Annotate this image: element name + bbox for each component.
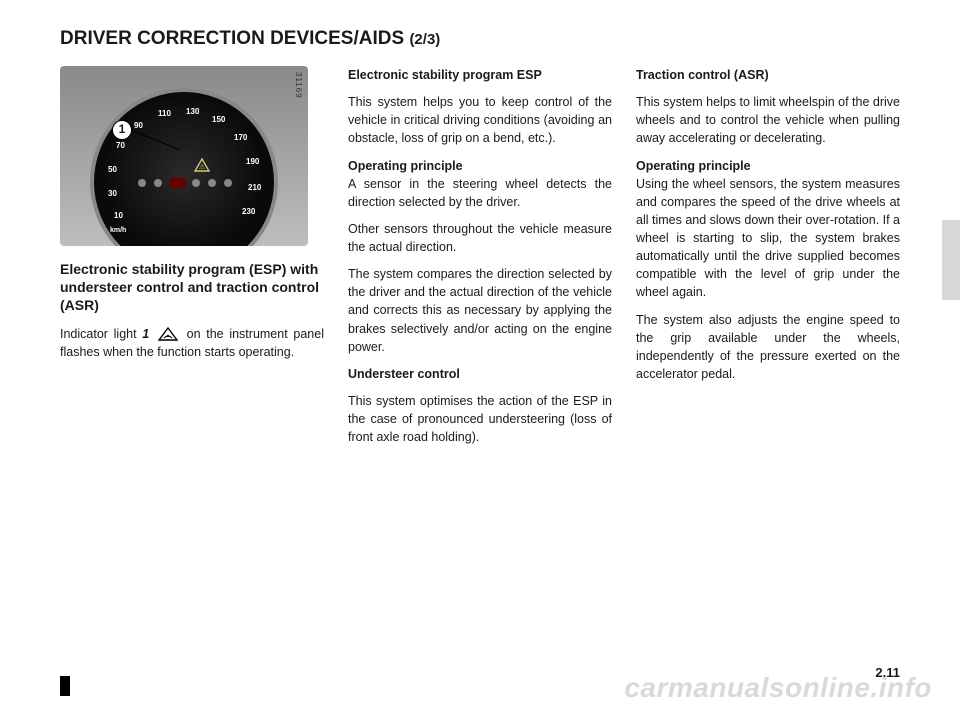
dial-num: 230 — [242, 206, 255, 218]
columns: 31169 10 30 50 70 90 110 130 150 170 190… — [60, 66, 900, 455]
col2-h1: Electronic stability program ESP — [348, 66, 612, 84]
dial-num: 10 — [114, 210, 123, 222]
indicator-row-icons — [134, 176, 244, 190]
dial-num: 90 — [134, 120, 143, 132]
dial-num: 150 — [212, 114, 225, 126]
dial-num: 50 — [108, 164, 117, 176]
col3-p2: Using the wheel sensors, the system meas… — [636, 177, 900, 300]
column-3: Traction control (ASR) This system helps… — [636, 66, 900, 455]
dial-num: 110 — [158, 108, 171, 120]
col2-p3: Other sensors throughout the vehicle mea… — [348, 220, 612, 256]
col2-h2: Operating principle — [348, 159, 463, 173]
col3-p3: The system also adjusts the engine speed… — [636, 311, 900, 384]
col3-p1: This system helps to limit wheelspin of … — [636, 93, 900, 147]
column-2: Electronic stability program ESP This sy… — [348, 66, 612, 455]
dial-num: 170 — [234, 132, 247, 144]
esp-warning-icon: ⚠ — [194, 158, 210, 172]
col3-h2-block: Operating principle Using the wheel senso… — [636, 157, 900, 302]
dial-num: 190 — [246, 156, 259, 168]
instrument-cluster-image: 31169 10 30 50 70 90 110 130 150 170 190… — [60, 66, 308, 246]
col2-p1: This system helps you to keep control of… — [348, 93, 612, 147]
dial-num: 30 — [108, 188, 117, 200]
title-main: DRIVER CORRECTION DEVICES/AIDS — [60, 28, 409, 49]
section-tab — [942, 220, 960, 300]
col1-p1: Indicator light 1 on the instrument pane… — [60, 325, 324, 361]
col3-h2: Operating principle — [636, 159, 751, 173]
callout-1-circle: 1 — [112, 120, 132, 140]
col2-h3: Understeer control — [348, 365, 612, 383]
esp-inline-icon — [157, 326, 179, 342]
col1-heading: Electronic stability program (ESP) with … — [60, 260, 324, 315]
page-number: 2.11 — [875, 665, 900, 680]
col2-p2: A sensor in the steering wheel detects t… — [348, 177, 612, 209]
col2-p5: This system optimises the action of the … — [348, 392, 612, 446]
footer-mark — [60, 676, 70, 696]
col1-p1-a: Indicator light — [60, 327, 142, 341]
title-sub: (2/3) — [409, 31, 440, 48]
speedometer-dial: 10 30 50 70 90 110 130 150 170 190 210 2… — [90, 88, 278, 246]
col3-h1: Traction control (ASR) — [636, 66, 900, 84]
dial-unit: km/h — [110, 226, 126, 236]
dial-num: 70 — [116, 140, 125, 152]
image-id-label: 31169 — [292, 72, 304, 99]
svg-text:⚠: ⚠ — [199, 163, 205, 171]
page-title: DRIVER CORRECTION DEVICES/AIDS (2/3) — [60, 28, 900, 50]
dial-num: 210 — [248, 182, 261, 194]
callout-1-number: 1 — [119, 121, 126, 138]
col1-p1-ref: 1 — [142, 327, 149, 341]
col2-p4: The system compares the direction select… — [348, 265, 612, 356]
column-1: 31169 10 30 50 70 90 110 130 150 170 190… — [60, 66, 324, 455]
dial-num: 130 — [186, 106, 199, 118]
gauge-cluster: 10 30 50 70 90 110 130 150 170 190 210 2… — [78, 88, 290, 238]
col2-h2-block: Operating principle A sensor in the steer… — [348, 157, 612, 211]
